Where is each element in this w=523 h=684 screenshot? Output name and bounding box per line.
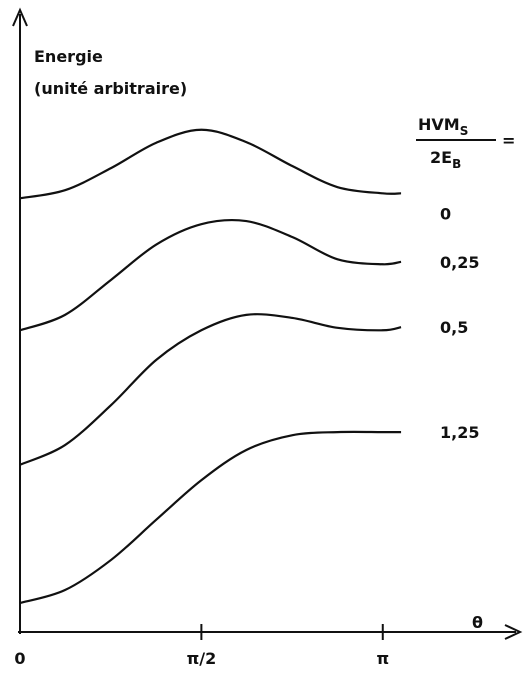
series-label: 0,5 — [440, 318, 468, 337]
y-axis-label: Energie — [34, 47, 103, 66]
legend-numerator: HVMS — [418, 115, 468, 138]
x-tick-label: 0 — [14, 649, 25, 668]
series-label: 0 — [440, 204, 451, 223]
y-axis-arrow — [12, 7, 28, 27]
legend-equals: = — [502, 131, 515, 150]
x-axis-arrow — [504, 624, 523, 640]
legend-denominator: 2EB — [430, 148, 461, 171]
curve — [19, 218, 402, 332]
legend-title: HVMS 2EB = — [416, 115, 515, 171]
curve — [19, 313, 402, 466]
y-axis-label: (unité arbitraire) — [34, 79, 187, 98]
x-tick-label: π/2 — [187, 649, 217, 668]
x-axis-label: θ — [472, 613, 483, 632]
series-label: 1,25 — [440, 423, 479, 442]
curve — [19, 430, 402, 605]
x-tick-label: π — [376, 649, 389, 668]
curve — [19, 128, 402, 200]
series-label: 0,25 — [440, 253, 479, 272]
